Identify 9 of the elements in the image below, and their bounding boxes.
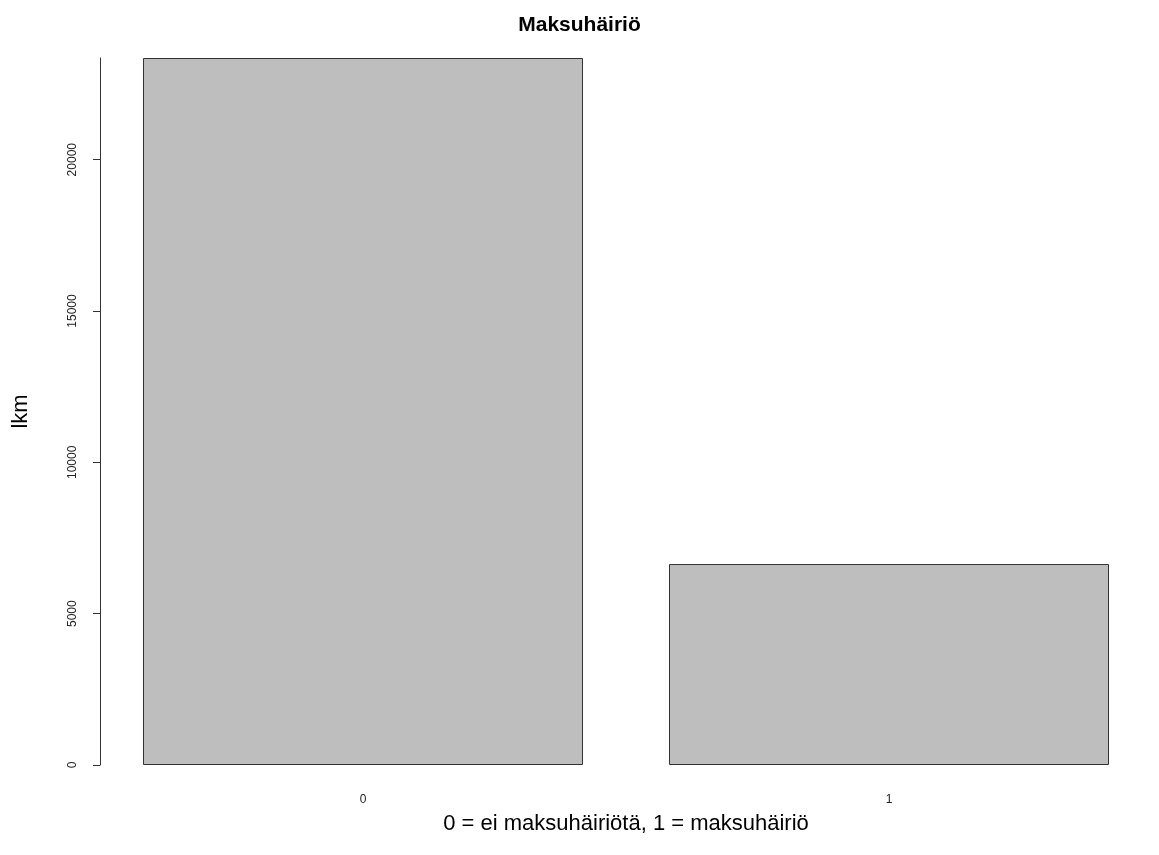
y-tick-label: 10000 bbox=[65, 445, 79, 480]
y-axis-title: lkm bbox=[6, 394, 32, 429]
chart-title: Maksuhäiriö bbox=[518, 12, 641, 35]
y-tick-label: 15000 bbox=[65, 294, 79, 328]
x-axis-title: 0 = ei maksuhäiriötä, 1 = maksuhäiriö bbox=[443, 809, 809, 835]
y-tick-label: 0 bbox=[65, 761, 79, 769]
y-tick-label: 20000 bbox=[65, 142, 79, 177]
y-tick-label: 5000 bbox=[65, 600, 79, 628]
x-tick-label: 1 bbox=[885, 792, 893, 806]
